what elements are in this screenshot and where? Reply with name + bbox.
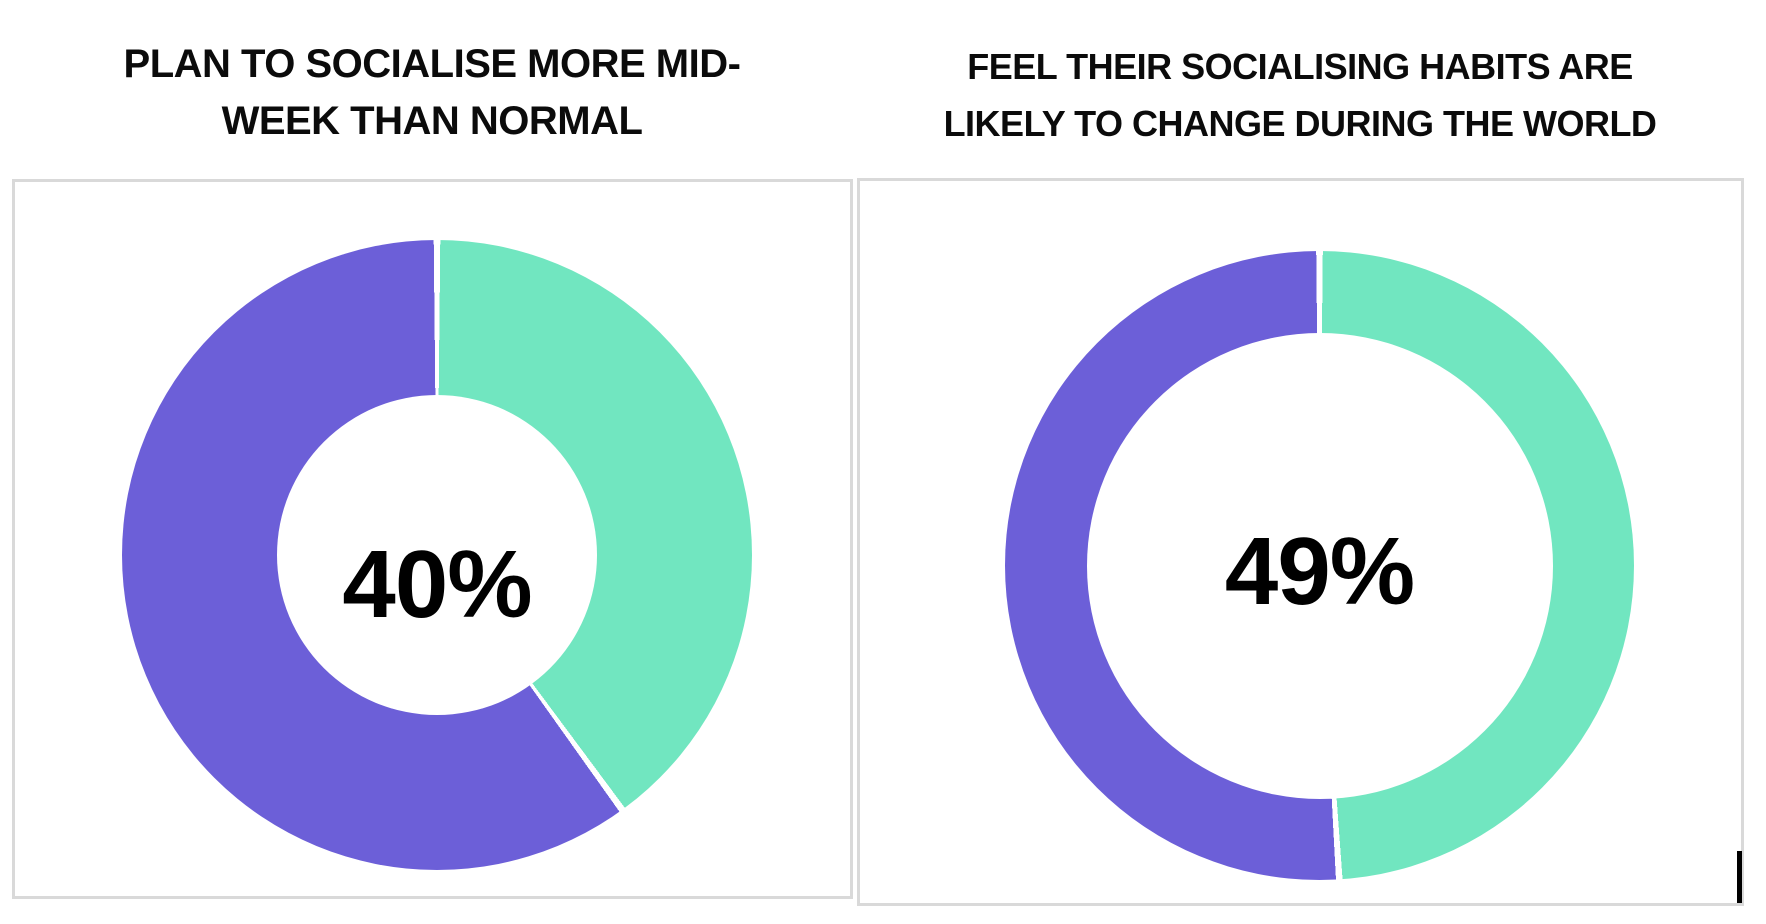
left-chart-title[interactable]: PLAN TO SOCIALISE MORE MID- WEEK THAN NO… — [12, 36, 852, 150]
right-chart-title-line-2: LIKELY TO CHANGE DURING THE WORLD — [943, 103, 1657, 144]
right-donut-ring: 49% — [1005, 251, 1634, 880]
right-chart-title[interactable]: FEEL THEIR SOCIALISING HABITS ARE LIKELY… — [857, 38, 1743, 152]
left-donut-hole: 40% — [277, 395, 597, 715]
right-donut-center-value: 49% — [1224, 517, 1415, 625]
text-cursor — [1737, 851, 1742, 903]
left-donut-center-value: 40% — [342, 531, 532, 638]
left-chart-title-line-2: WEEK THAN NORMAL — [221, 99, 643, 143]
right-chart-panel[interactable]: 49% — [857, 178, 1744, 906]
right-chart-title-line-1: FEEL THEIR SOCIALISING HABITS ARE — [967, 46, 1633, 87]
left-donut-ring: 40% — [122, 240, 752, 870]
left-chart-panel[interactable]: 40% — [12, 179, 853, 899]
right-donut-hole: 49% — [1086, 332, 1553, 799]
left-chart-title-line-1: PLAN TO SOCIALISE MORE MID- — [123, 42, 741, 86]
